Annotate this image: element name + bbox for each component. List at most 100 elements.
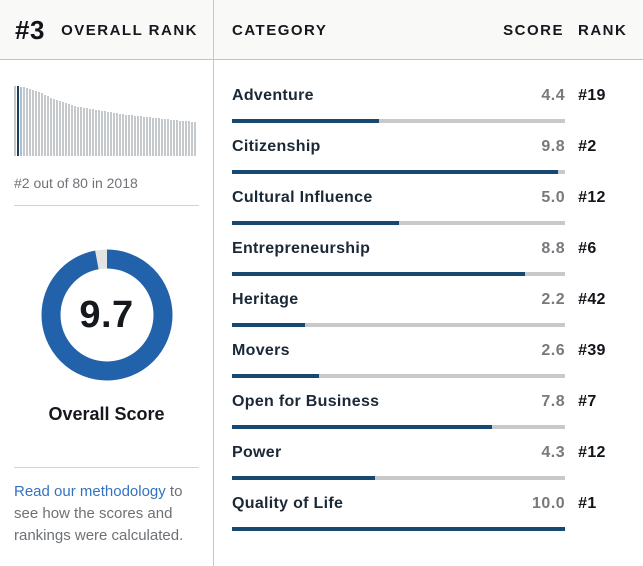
- histogram-bar: [35, 91, 37, 156]
- category-rank: #6: [578, 240, 597, 257]
- sidebar: #2 out of 80 in 2018 9.7 Overall Score R…: [0, 61, 213, 566]
- histogram-caption: #2 out of 80 in 2018: [14, 175, 138, 191]
- donut-score-value: 9.7: [79, 293, 134, 336]
- histogram-bar: [149, 117, 151, 156]
- histogram-bar: [119, 114, 121, 156]
- category-label: Cultural Influence: [232, 189, 373, 206]
- category-rank: #12: [578, 444, 606, 461]
- category-score: 4.3: [541, 444, 566, 461]
- histogram-bar: [146, 117, 148, 156]
- histogram-bar: [191, 122, 193, 156]
- histogram-bar: [14, 86, 16, 156]
- score-bar-fill: [232, 425, 492, 429]
- methodology-rest: to see how the scores and rankings were …: [14, 483, 184, 544]
- histogram-bar: [71, 105, 73, 156]
- histogram-bar: [167, 119, 169, 156]
- category-label: Power: [232, 444, 282, 461]
- histogram-bar: [86, 108, 88, 156]
- vertical-divider: [213, 0, 214, 566]
- score-bar-track: [232, 425, 566, 429]
- donut-value-ring: [41, 249, 172, 381]
- category-label: Quality of Life: [232, 495, 344, 512]
- histogram-bar: [89, 109, 91, 156]
- category-row: Quality of Life 10.0 #1: [232, 495, 643, 531]
- histogram-bar: [185, 121, 187, 156]
- histogram-bar: [128, 115, 130, 156]
- score-bar-track: [232, 527, 566, 531]
- header-band: [0, 0, 643, 60]
- histogram-bar: [83, 108, 85, 156]
- category-table: Adventure 4.4 #19 Citizenship 9.8 #2 Cul…: [214, 61, 643, 546]
- divider: [14, 467, 199, 468]
- category-score: 9.8: [541, 138, 566, 155]
- category-row: Adventure 4.4 #19: [232, 87, 643, 123]
- histogram-bar: [176, 120, 178, 156]
- category-rank: #42: [578, 291, 606, 308]
- histogram-bar: [26, 88, 28, 156]
- histogram-bar: [140, 116, 142, 156]
- histogram-bar: [110, 112, 112, 156]
- category-rank: #19: [578, 87, 606, 104]
- category-rank: #12: [578, 189, 606, 206]
- histogram-bar: [173, 120, 175, 156]
- category-rank: #39: [578, 342, 606, 359]
- histogram-bar: [113, 113, 115, 156]
- overall-score-donut: 9.7: [14, 248, 199, 382]
- histogram-bar: [116, 113, 118, 156]
- histogram-bar: [74, 106, 76, 156]
- histogram-bar: [44, 95, 46, 156]
- score-bar-fill: [232, 272, 526, 276]
- category-score: 2.2: [541, 291, 566, 308]
- table-column-headers: CATEGORY SCORE RANK: [214, 0, 643, 60]
- histogram-bar: [62, 102, 64, 156]
- methodology-link[interactable]: Read our methodology: [14, 483, 166, 500]
- category-label: Movers: [232, 342, 290, 359]
- histogram-bar: [158, 118, 160, 156]
- category-score: 4.4: [541, 87, 566, 104]
- score-bar-track: [232, 272, 566, 276]
- histogram-bar: [32, 90, 34, 156]
- histogram-bar: [53, 99, 55, 156]
- histogram-bar: [137, 116, 139, 156]
- histogram-bar: [131, 115, 133, 156]
- donut-label: Overall Score: [48, 404, 165, 424]
- donut-ring: [41, 249, 172, 381]
- category-label: Citizenship: [232, 138, 321, 155]
- category-row: Open for Business 7.8 #7: [232, 393, 643, 429]
- histogram-bar: [152, 118, 154, 156]
- histogram-bar: [68, 104, 70, 156]
- category-label: Adventure: [232, 87, 314, 104]
- histogram-bar: [98, 110, 100, 156]
- score-bar-track: [232, 374, 566, 378]
- category-row: Power 4.3 #12: [232, 444, 643, 480]
- category-rank: #1: [578, 495, 597, 512]
- category-rank: #2: [578, 138, 597, 155]
- histogram-bar: [107, 112, 109, 156]
- score-bar-track: [232, 221, 566, 225]
- score-bar-fill: [232, 119, 379, 123]
- histogram-bar: [41, 93, 43, 156]
- histogram-bar: [194, 122, 196, 156]
- histogram-bar: [77, 107, 79, 156]
- score-bar-fill: [232, 476, 376, 480]
- histogram-bar: [155, 118, 157, 156]
- histogram-bar: [17, 86, 19, 156]
- category-row: Entrepreneurship 8.8 #6: [232, 240, 643, 276]
- category-score: 10.0: [532, 495, 566, 512]
- histogram-bar: [80, 107, 82, 156]
- divider: [14, 205, 199, 206]
- column-header-category: CATEGORY: [232, 21, 328, 39]
- histogram-bar: [20, 87, 22, 156]
- histogram-bar: [23, 87, 25, 156]
- overall-rank-header: #3 OVERALL RANK: [0, 0, 213, 60]
- category-score: 8.8: [541, 240, 566, 257]
- category-label: Open for Business: [232, 393, 380, 410]
- histogram-bar: [65, 103, 67, 156]
- histogram-bar: [122, 114, 124, 156]
- score-bar-fill: [232, 374, 319, 378]
- score-bar-track: [232, 170, 566, 174]
- histogram-bar: [59, 101, 61, 156]
- category-label: Entrepreneurship: [232, 240, 371, 257]
- column-header-rank: RANK: [578, 21, 628, 39]
